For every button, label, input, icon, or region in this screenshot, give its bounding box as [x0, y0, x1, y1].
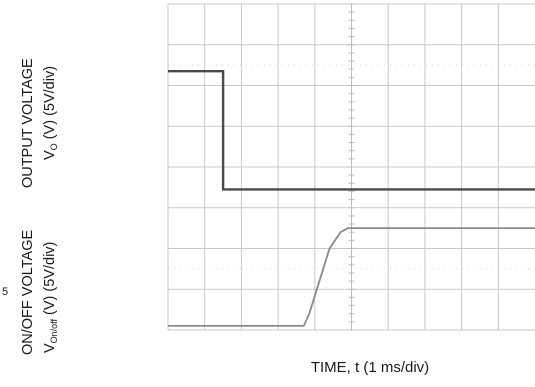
top-trace [168, 227, 535, 327]
stray-label: 5 [2, 286, 9, 298]
bottom-trace [168, 69, 535, 191]
x-axis-label: TIME, t (1 ms/div) [310, 359, 430, 376]
